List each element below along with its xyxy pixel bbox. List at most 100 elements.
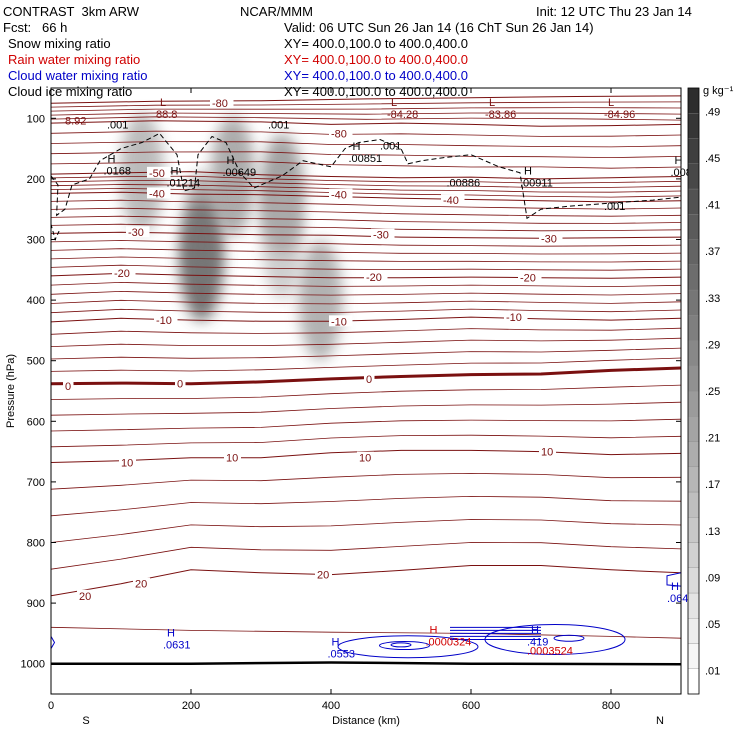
isotherm-label: -80 (331, 128, 347, 140)
isotherm-label: -30 (373, 230, 389, 242)
colorbar-swatch (687, 618, 700, 644)
isotherm-minor (51, 472, 681, 490)
extremum-value: .0553 (328, 649, 356, 661)
colorbar-swatch (687, 592, 700, 619)
snow-maximum (298, 240, 343, 361)
isotherm-label: -20 (520, 273, 536, 285)
isotherm-label: 10 (226, 453, 238, 465)
isotherm-label: 20 (79, 591, 91, 603)
colorbar-swatch (687, 87, 700, 114)
init-time: Init: 12 UTC Thu 23 Jan 14 (536, 4, 692, 19)
isotherm-minor (51, 215, 681, 224)
isotherm--80 (51, 95, 681, 104)
colorbar-label: .13 (705, 526, 720, 538)
y-tick-label: 300 (27, 235, 45, 247)
isotherm-minor (51, 327, 681, 335)
isotherm-minor (51, 130, 681, 137)
isotherm-minor (51, 519, 681, 543)
y-tick-label: 600 (27, 416, 45, 428)
x-tick-label: 800 (602, 700, 620, 712)
extremum-marker: H (430, 624, 438, 636)
extremum-marker: H (227, 155, 235, 167)
isotherm-label: -50 (149, 168, 165, 180)
x-end-label-right: N (656, 715, 664, 727)
isotherm-minor (51, 626, 681, 639)
isotherm-20 (51, 565, 681, 597)
y-tick-label: 1000 (21, 659, 45, 671)
colorbar-label: .17 (705, 479, 720, 491)
x-axis-label: Distance (km) (332, 715, 400, 727)
cloud-water-contour (666, 572, 681, 587)
field-xy: XY= 400.0,100.0 to 400.0,400.0 (284, 68, 468, 83)
extremum-marker: H (171, 166, 179, 178)
extremum-value: -84.96 (604, 109, 635, 121)
colorbar-swatch (687, 264, 700, 291)
extremum-value: .00851 (349, 153, 383, 165)
isotherm-label: 10 (541, 447, 553, 459)
isotherm-label: 0 (177, 379, 183, 391)
label-bg (371, 228, 395, 240)
extremum-marker: H (531, 624, 539, 636)
colorbar-swatch (687, 643, 700, 669)
colorbar: .01 .05 .09 .13 .17 .21 .25 .29 .33 .37 .41 .45 .49 g… (687, 85, 734, 695)
label-bg (315, 568, 332, 580)
cloud-water-contour (379, 641, 430, 651)
field-name: Rain water mixing ratio (8, 52, 141, 67)
isotherm-label: 0 (366, 374, 372, 386)
label-bg (329, 127, 353, 139)
y-tick-label: 900 (27, 598, 45, 610)
y-axis-label: Pressure (hPa) (5, 354, 17, 428)
colorbar-label: .33 (705, 293, 720, 305)
label-bg (364, 271, 388, 283)
isotherm-minor (51, 281, 681, 288)
extremum-value: .01214 (167, 178, 201, 190)
isotherm-minor (51, 207, 681, 217)
extremum-value: .419 (527, 636, 548, 648)
snow-shading (120, 112, 343, 361)
y-tick-label: 700 (27, 477, 45, 489)
y-tick-label: 400 (27, 295, 45, 307)
isotherm-label: -80 (212, 98, 228, 110)
colorbar-swatch (687, 491, 700, 518)
isotherm-label: -20 (114, 268, 130, 280)
label-bg (77, 589, 94, 601)
label-bg (147, 166, 171, 178)
label-bg (126, 226, 150, 238)
y-tick-label: 500 (27, 356, 45, 368)
extremum-value: .0000324 (426, 636, 472, 648)
isotherm-label: -10 (506, 312, 522, 324)
extremum-value: .0003524 (527, 646, 573, 658)
colorbar-swatch (687, 340, 700, 366)
label-bg (364, 372, 375, 384)
isotherm-minor (51, 101, 681, 108)
colorbar-label: .45 (705, 153, 720, 165)
colorbar-label: .01 (705, 666, 720, 678)
x-tick-label: 400 (322, 700, 340, 712)
label-bg (329, 315, 353, 327)
label-bg (441, 194, 465, 206)
colorbar-swatch (687, 416, 700, 442)
isotherm-minor (51, 418, 681, 432)
label-bg (63, 380, 74, 392)
extremum-marker: L (608, 97, 614, 109)
isotherm-minor (51, 542, 681, 570)
label-bg (175, 377, 186, 389)
snow-core (183, 172, 220, 283)
isotherm-minor (51, 495, 681, 517)
extremum-marker: H (675, 155, 683, 167)
colorbar-label: .25 (705, 386, 720, 398)
cloud-ice-contour (51, 224, 60, 241)
isotherm-label: 20 (317, 570, 329, 582)
extremum-marker: H (108, 154, 116, 166)
colorbar-swatch (687, 542, 700, 568)
contour-labels: -80 -80 -50 -40 -40 -40 -30 -30 -30 -20 -20 -20 -10 -… (63, 97, 692, 661)
colorbar-unit: g kg⁻¹ (703, 85, 734, 97)
x-tick-label: 600 (462, 700, 480, 712)
label-bg (147, 187, 171, 199)
plot-frame (50, 87, 682, 695)
label-bg (539, 445, 556, 457)
isotherm-label: -20 (366, 272, 382, 284)
extremum-value: .00911 (520, 178, 553, 190)
model-title: CONTRAST 3km ARW (3, 4, 140, 19)
